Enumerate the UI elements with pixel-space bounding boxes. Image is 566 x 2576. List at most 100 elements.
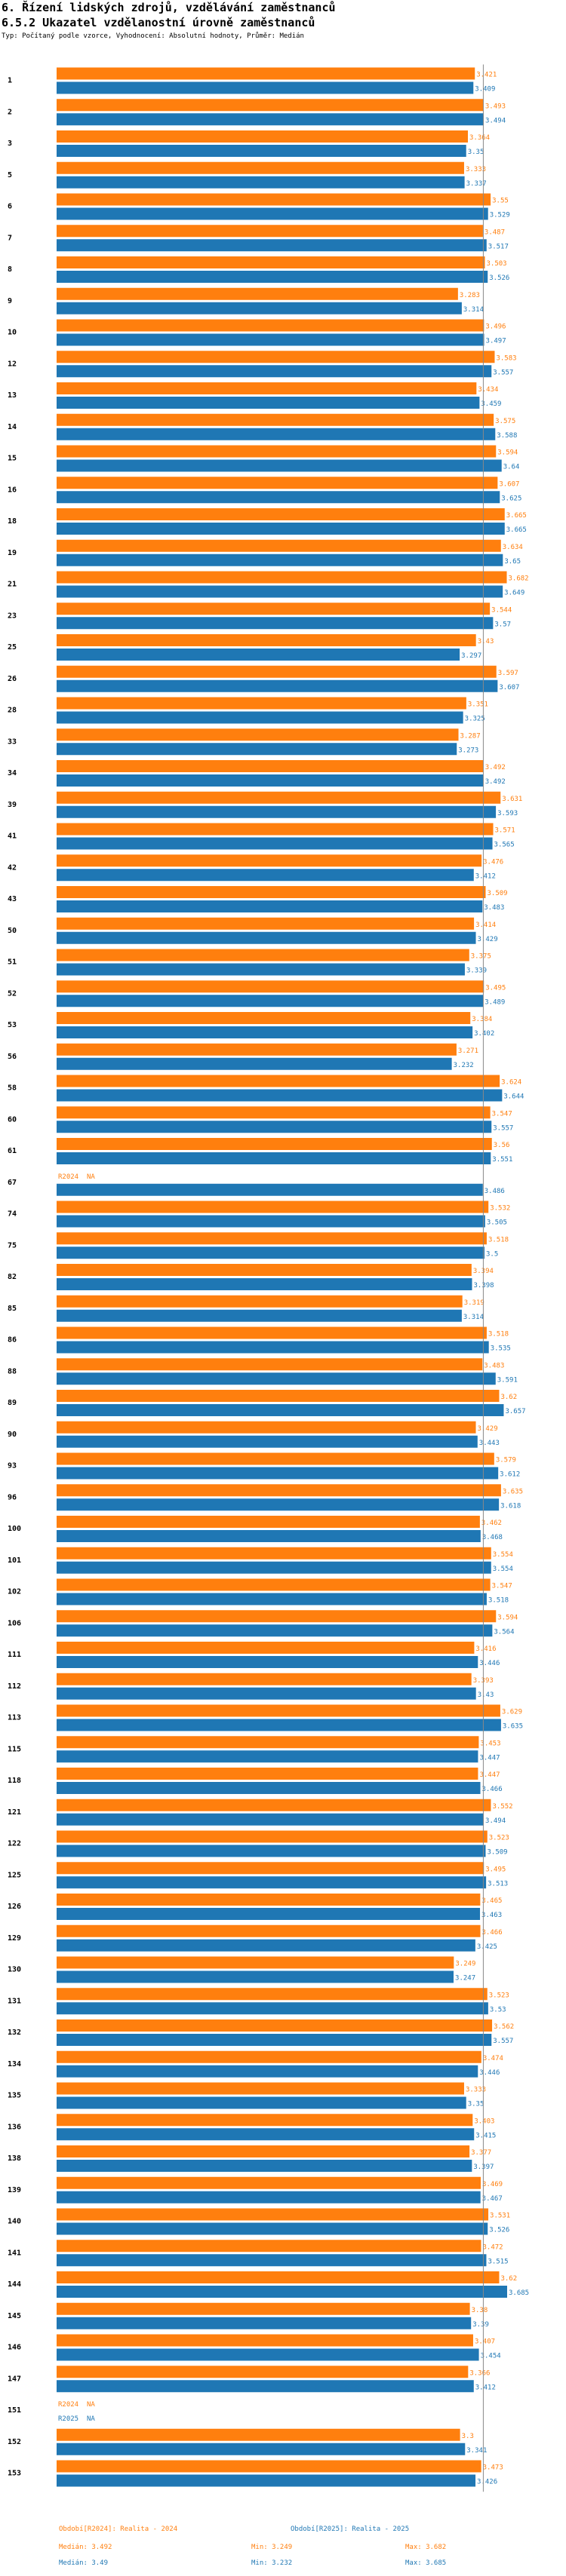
value-label-r2025: 3.515 xyxy=(488,2258,508,2265)
bar-r2024 xyxy=(57,760,484,772)
group-label: 126 xyxy=(8,1903,21,1911)
bar-r2025 xyxy=(57,1089,503,1102)
value-label-r2024: 3.377 xyxy=(471,2149,491,2157)
value-label-r2024: 3.38 xyxy=(472,2307,488,2314)
value-label-r2024: 3.631 xyxy=(502,796,522,803)
value-label-r2024: 3.629 xyxy=(502,1709,522,1716)
group-label: 139 xyxy=(8,2186,21,2194)
bar-r2025 xyxy=(57,1970,454,1983)
bar-r2024 xyxy=(57,2271,500,2283)
group-label: 7 xyxy=(8,234,12,242)
value-label-r2025: 3.529 xyxy=(490,212,510,219)
value-label-r2025: 3.554 xyxy=(493,1566,513,1573)
value-label-r2024: 3.476 xyxy=(483,858,503,866)
bar-r2024 xyxy=(57,2019,493,2032)
bar-r2025 xyxy=(57,1845,486,1857)
value-label-r2024: 3.421 xyxy=(476,72,497,79)
value-label-r2025: 3.447 xyxy=(479,1754,500,1762)
value-label-r2025: 3.612 xyxy=(500,1471,520,1479)
bar-r2025 xyxy=(57,2002,488,2015)
bar-r2024 xyxy=(57,508,505,520)
value-label-r2025: 3.247 xyxy=(455,1975,475,1983)
group-label: 145 xyxy=(8,2312,21,2320)
value-label-r2024: 3.594 xyxy=(497,449,518,457)
value-label-r2025: 3.517 xyxy=(488,243,509,250)
bar-r2025 xyxy=(57,2096,466,2109)
bar-r2025 xyxy=(57,1782,481,1794)
bar-r2025 xyxy=(57,2065,478,2078)
group-label: 136 xyxy=(8,2123,21,2131)
group-label: 39 xyxy=(8,801,17,809)
bar-r2025 xyxy=(57,585,503,598)
group-label: 135 xyxy=(8,2092,21,2100)
group-label: 51 xyxy=(8,958,17,967)
min-2024: Min: 3.249 xyxy=(251,2544,293,2551)
bar-r2025 xyxy=(57,113,484,126)
value-label-r2025: 3.446 xyxy=(479,2069,500,2077)
value-label-r2025: 3.314 xyxy=(463,1314,484,1321)
value-label-r2025: 3.607 xyxy=(499,684,519,692)
value-label-r2024: 3.554 xyxy=(493,1551,513,1559)
group-label: 18 xyxy=(8,517,17,526)
value-label-r2024: 3.466 xyxy=(482,1929,503,1937)
value-label-r2024: 3.634 xyxy=(503,544,523,551)
group-label: 100 xyxy=(8,1525,21,1533)
bar-r2024 xyxy=(57,256,485,268)
value-label-r2024: 3.495 xyxy=(485,1866,506,1873)
group-label: 131 xyxy=(8,1997,21,2005)
bar-r2024 xyxy=(57,728,459,741)
value-label-r2024: 3.474 xyxy=(483,2055,503,2062)
bar-r2025 xyxy=(57,2254,487,2267)
value-label-r2025: 3.518 xyxy=(488,1597,509,1605)
value-label-r2025: 3.463 xyxy=(481,1912,502,1919)
group-label: 147 xyxy=(8,2375,21,2383)
value-label-r2025: 3.492 xyxy=(485,778,506,786)
bar-r2025 xyxy=(57,176,465,189)
value-label-r2025: 3.526 xyxy=(489,2227,509,2234)
value-label-r2025: 3.644 xyxy=(503,1093,524,1101)
value-label-r2025: 3.467 xyxy=(482,2195,503,2203)
group-label: 58 xyxy=(8,1084,17,1093)
bar-r2024 xyxy=(57,1075,500,1087)
group-label: 60 xyxy=(8,1115,17,1124)
group-label: 138 xyxy=(8,2154,21,2163)
bar-r2024 xyxy=(57,854,482,867)
bar-r2024 xyxy=(57,1484,501,1497)
bar-r2025 xyxy=(57,1876,487,1889)
bar-r2024 xyxy=(57,1736,479,1749)
bar-r2025 xyxy=(57,523,505,535)
group-label: 130 xyxy=(8,1966,21,1974)
group-label: 34 xyxy=(8,769,17,777)
value-label-r2024: 3.364 xyxy=(469,134,490,142)
value-label-r2024: 3.624 xyxy=(501,1079,521,1087)
group-label: 113 xyxy=(8,1714,21,1722)
group-label: 102 xyxy=(8,1588,21,1596)
group-label: 25 xyxy=(8,643,17,652)
value-label-r2025: 3.429 xyxy=(478,936,498,943)
value-label-r2024: 3.583 xyxy=(496,354,516,362)
group-label: 153 xyxy=(8,2470,21,2478)
value-label-r2025: NA xyxy=(87,2415,95,2423)
bar-r2024 xyxy=(57,2366,469,2378)
group-label: 85 xyxy=(8,1305,17,1313)
bar-r2025 xyxy=(57,774,484,787)
group-label: 134 xyxy=(8,2060,21,2068)
value-label-r2024: 3.333 xyxy=(466,166,486,173)
value-label-r2025: 3.497 xyxy=(486,338,506,345)
bar-r2025 xyxy=(57,302,462,314)
value-label-r2025: 3.341 xyxy=(466,2447,487,2455)
bar-r2024 xyxy=(57,1138,492,1150)
value-label-r2025: 3.412 xyxy=(475,2384,496,2391)
bar-r2025 xyxy=(57,2443,466,2455)
group-label: 1 xyxy=(8,77,12,85)
value-label-r2024: 3.518 xyxy=(488,1331,509,1339)
group-label: 28 xyxy=(8,707,17,715)
value-label-r2025: 3.489 xyxy=(484,998,505,1006)
value-label-r2025: 3.64 xyxy=(503,464,520,471)
bar-r2024 xyxy=(57,1106,491,1119)
group-label: 13 xyxy=(8,391,17,400)
group-label: 129 xyxy=(8,1934,21,1943)
bar-r2025 xyxy=(57,1593,487,1605)
bar-r2025 xyxy=(57,2160,472,2172)
group-label: 151 xyxy=(8,2406,21,2415)
